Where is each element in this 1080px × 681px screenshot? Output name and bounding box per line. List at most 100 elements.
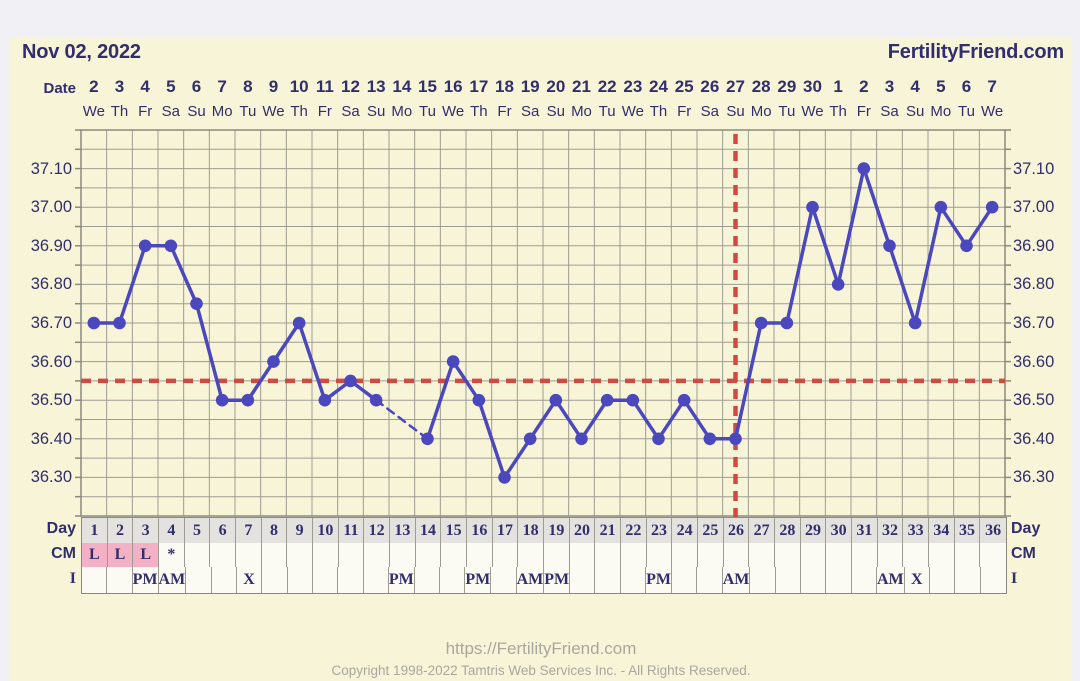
temp-point [960,239,973,253]
weekday-cell: We [262,102,285,120]
cm-cell [287,543,313,567]
temp-segment [631,398,661,441]
weekday-cell: We [621,102,644,120]
day-row-label-left: Day [46,520,76,537]
i-cell: AM [877,567,905,593]
day-cell: 8 [262,518,288,544]
temp-segment [451,359,481,402]
temp-point [421,432,434,446]
chart-date: Nov 02, 2022 [22,41,141,63]
i-cell: AM [159,567,187,593]
temp-segment [964,205,994,248]
i-cell [955,567,981,593]
temp-segment [117,244,147,325]
date-cell: 1 [833,77,843,96]
weekday-cell: Tu [958,102,975,120]
temp-point [985,200,999,214]
i-cell: PM [133,567,159,593]
date-cell: 21 [572,77,591,96]
y-axis-label-right: 36.80 [1013,275,1055,294]
cm-cell [390,543,416,567]
cm-cell [878,543,904,567]
weekday-cell: Th [290,102,308,120]
i-cell [415,567,441,593]
weekday-cell: Fr [677,102,692,120]
cm-cell [210,543,236,567]
date-cell: 26 [700,77,720,96]
date-cell: 14 [392,77,412,96]
temp-point [806,200,819,214]
day-cell: 12 [364,518,390,544]
date-cell: 2 [89,77,99,96]
date-cell: 24 [649,77,668,96]
date-cell: 19 [520,77,540,96]
cm-cell: * [159,543,185,567]
weekday-cell: Tu [419,102,436,120]
day-cell: 18 [518,518,544,544]
date-cell: 25 [674,77,694,96]
cm-cell [185,543,211,567]
weekday-cell: Fr [317,102,332,120]
day-number-row: 1 2 3 4 5 6 7 8 9 10 11 12 13 14 15 16 17 18 19 20 21 22 23 24 2… [81,517,1007,545]
i-cell [930,567,956,593]
temp-segment [939,205,969,248]
temp-point [575,432,588,446]
temp-segment [887,244,917,325]
temp-segment [194,301,224,402]
cm-cell [775,543,801,567]
temp-segment [810,205,840,287]
date-cell: 28 [751,77,771,96]
day-cell: 2 [108,518,134,544]
i-cell: X [905,567,930,593]
temp-point [267,355,280,368]
temp-point [344,374,357,388]
temp-point [292,316,306,330]
site-logo[interactable]: FertilityFriend.com [887,41,1064,63]
temp-point [164,239,178,253]
day-cell: 5 [185,518,211,544]
i-row-label-left: I [69,570,76,587]
weekday-cell: Mo [930,102,952,120]
temp-point [652,432,665,446]
footer-copyright: Copyright 1998-2022 Tamtris Web Services… [331,663,751,678]
date-cell: 16 [443,77,463,96]
i-cell: PM [465,567,492,593]
temp-point [857,162,871,175]
weekday-cell: We [801,102,824,120]
day-cell: 33 [903,518,929,544]
temp-segment [656,398,686,441]
day-cell: 11 [339,518,365,544]
weekday-cell: Sa [700,102,719,120]
i-cell [491,567,517,593]
cm-cell [364,543,390,567]
y-axis-label-right: 36.50 [1013,391,1055,410]
day-row-label-right: Day [1011,520,1041,537]
date-cell: 9 [268,77,279,96]
date-cell: 2 [859,77,869,96]
temp-segment [862,166,892,248]
y-axis-label-left: 37.00 [30,198,72,217]
weekday-cell: Fr [856,102,871,120]
temp-point [446,355,460,368]
y-axis-label-left: 36.60 [30,352,72,371]
weekday-cell: Mo [211,102,233,120]
temp-point [523,432,537,446]
weekday-cell: We [981,102,1004,120]
y-axis-label-right: 36.90 [1013,236,1055,255]
weekday-cell: Mo [391,102,413,120]
y-axis-label-right: 36.30 [1013,468,1055,487]
temp-point [780,316,794,330]
footer-link[interactable]: https://FertilityFriend.com [445,639,637,658]
cm-cell [672,543,698,567]
date-cell: 12 [341,77,360,96]
date-cell: 23 [623,77,643,96]
i-cell [364,567,389,593]
date-cell: 22 [597,77,617,96]
weekday-cell: Sa [341,102,360,120]
i-cell [212,567,237,593]
cm-cell [826,543,852,567]
date-cell: 15 [418,77,437,96]
y-axis-label-right: 37.00 [1013,198,1055,217]
weekday-cell: Fr [138,102,153,120]
day-cell: 15 [441,518,467,544]
